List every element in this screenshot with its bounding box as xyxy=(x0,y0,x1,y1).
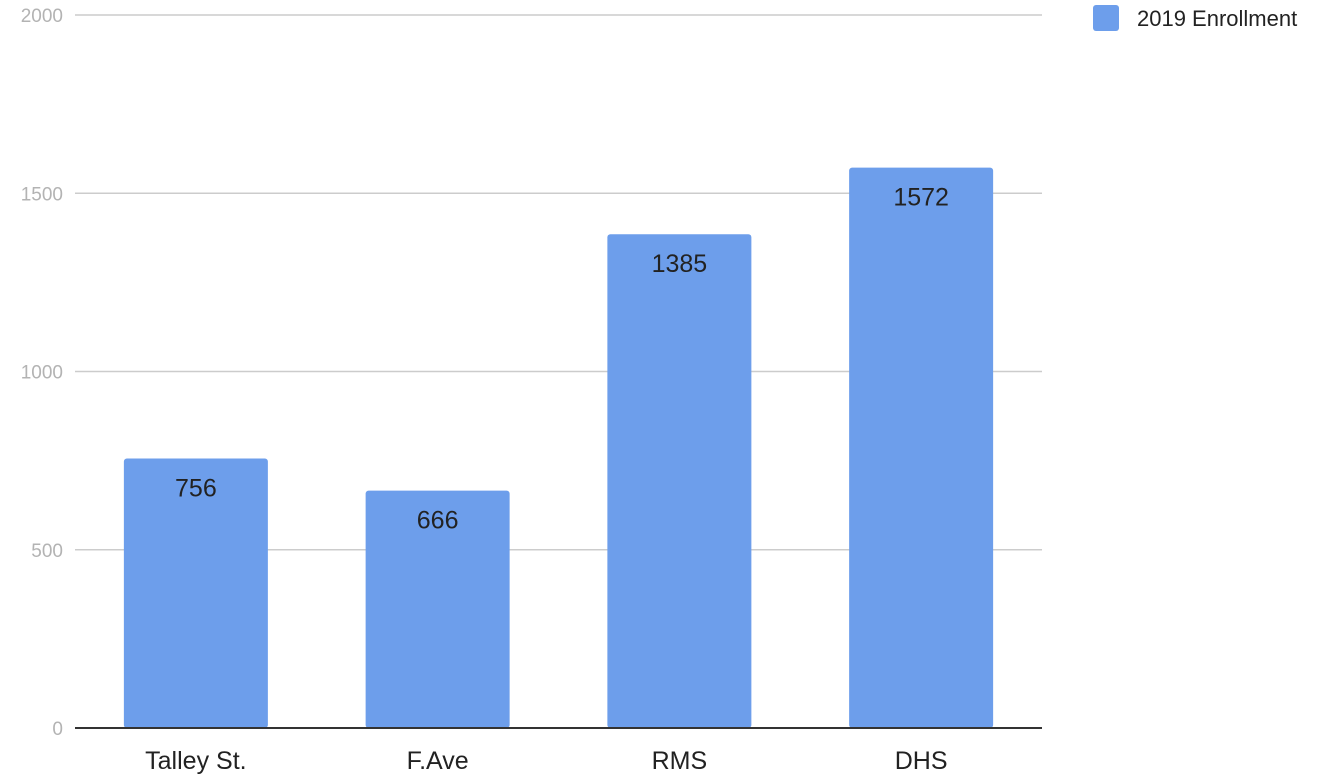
y-tick-label: 500 xyxy=(31,541,63,562)
x-axis-ticks: Talley St. F.Ave RMS DHS xyxy=(145,747,947,775)
y-axis-ticks: 0 500 1000 1500 2000 xyxy=(21,6,63,740)
bar xyxy=(123,458,268,728)
data-label: 1385 xyxy=(652,250,708,278)
y-tick-label: 1000 xyxy=(21,363,63,384)
x-tick-label: DHS xyxy=(895,747,948,775)
bar xyxy=(849,167,994,728)
y-tick-label: 0 xyxy=(52,719,63,740)
x-tick-label: RMS xyxy=(652,747,708,775)
bar xyxy=(607,234,752,728)
x-tick-label: F.Ave xyxy=(407,747,469,775)
data-label: 756 xyxy=(175,474,217,502)
y-tick-label: 1500 xyxy=(21,184,63,205)
bars xyxy=(123,167,994,728)
legend: 2019 Enrollment xyxy=(1093,5,1297,31)
x-tick-label: Talley St. xyxy=(145,747,246,775)
y-tick-label: 2000 xyxy=(21,6,63,27)
data-labels: 756 666 1385 1572 xyxy=(175,184,949,535)
bar xyxy=(365,490,510,728)
data-label: 1572 xyxy=(893,184,949,212)
data-label: 666 xyxy=(417,507,459,535)
legend-label: 2019 Enrollment xyxy=(1137,6,1297,31)
legend-swatch xyxy=(1093,5,1119,31)
